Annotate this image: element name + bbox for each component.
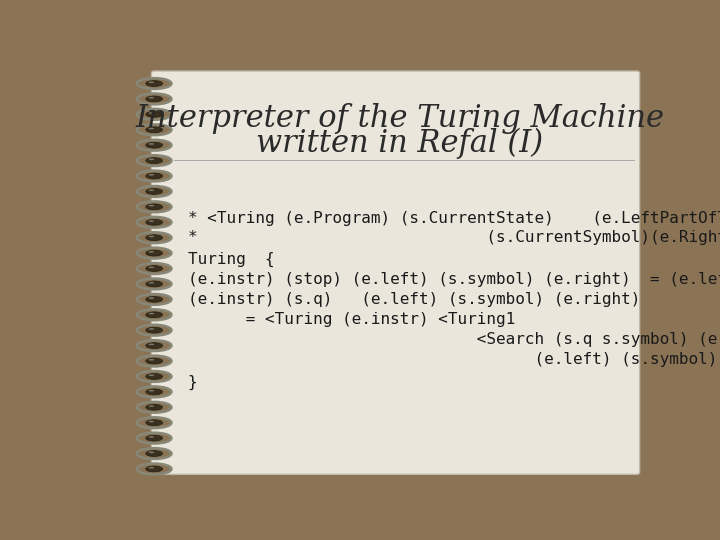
Text: <Search (s.q s.symbol) (e.instr)>: <Search (s.q s.symbol) (e.instr)> <box>188 332 720 347</box>
Ellipse shape <box>148 421 154 422</box>
Ellipse shape <box>148 143 154 145</box>
Ellipse shape <box>145 111 163 117</box>
Ellipse shape <box>137 371 171 382</box>
Ellipse shape <box>145 96 163 102</box>
Ellipse shape <box>148 390 154 392</box>
Ellipse shape <box>145 250 163 256</box>
Ellipse shape <box>137 201 171 212</box>
Ellipse shape <box>137 279 171 289</box>
Ellipse shape <box>145 435 163 441</box>
Ellipse shape <box>145 312 163 318</box>
Ellipse shape <box>137 232 171 243</box>
Text: written in Refal (I): written in Refal (I) <box>256 128 544 159</box>
Ellipse shape <box>137 356 171 367</box>
Ellipse shape <box>148 82 154 83</box>
Ellipse shape <box>137 155 171 166</box>
Ellipse shape <box>137 294 171 305</box>
Ellipse shape <box>145 466 163 472</box>
Ellipse shape <box>137 309 171 320</box>
Ellipse shape <box>145 358 163 364</box>
Text: = <Turing (e.instr) <Turing1: = <Turing (e.instr) <Turing1 <box>188 312 515 327</box>
Text: * <Turing (e.Program) (s.CurrentState)    (e.LeftPartOfTape): * <Turing (e.Program) (s.CurrentState) (… <box>188 211 720 226</box>
Ellipse shape <box>145 142 163 148</box>
Ellipse shape <box>137 248 171 259</box>
Ellipse shape <box>145 420 163 426</box>
Text: Interpreter of the Turing Machine: Interpreter of the Turing Machine <box>135 103 664 134</box>
Ellipse shape <box>145 204 163 210</box>
Ellipse shape <box>145 404 163 410</box>
Ellipse shape <box>137 387 171 397</box>
Ellipse shape <box>145 296 163 302</box>
Ellipse shape <box>145 235 163 241</box>
Ellipse shape <box>137 78 171 89</box>
Ellipse shape <box>148 97 154 98</box>
Ellipse shape <box>148 436 154 438</box>
Ellipse shape <box>148 374 154 376</box>
Ellipse shape <box>148 205 154 206</box>
Ellipse shape <box>148 159 154 160</box>
FancyBboxPatch shape <box>151 71 639 474</box>
Ellipse shape <box>148 405 154 407</box>
Ellipse shape <box>137 463 171 474</box>
Text: (e.instr) (s.q)   (e.left) (s.symbol) (e.right): (e.instr) (s.q) (e.left) (s.symbol) (e.r… <box>188 292 640 307</box>
Ellipse shape <box>137 263 171 274</box>
Ellipse shape <box>137 93 171 104</box>
Ellipse shape <box>145 281 163 287</box>
Ellipse shape <box>145 188 163 194</box>
Ellipse shape <box>137 402 171 413</box>
Text: *                              (s.CurrentSymbol)(e.RightPartOfTape)>: * (s.CurrentSymbol)(e.RightPartOfTape)> <box>188 230 720 245</box>
Ellipse shape <box>145 327 163 333</box>
Ellipse shape <box>148 251 154 253</box>
Ellipse shape <box>137 325 171 335</box>
Ellipse shape <box>148 174 154 176</box>
Ellipse shape <box>137 124 171 135</box>
Ellipse shape <box>148 328 154 330</box>
Ellipse shape <box>137 448 171 459</box>
Ellipse shape <box>145 343 163 348</box>
Ellipse shape <box>137 433 171 443</box>
Ellipse shape <box>148 220 154 222</box>
Text: }: } <box>188 375 197 390</box>
Ellipse shape <box>148 298 154 299</box>
Ellipse shape <box>137 140 171 151</box>
Ellipse shape <box>137 340 171 351</box>
Text: (e.instr) (stop) (e.left) (s.symbol) (e.right)  = (e.left) (s.symbol) (e.right);: (e.instr) (stop) (e.left) (s.symbol) (e.… <box>188 272 720 287</box>
Ellipse shape <box>145 173 163 179</box>
Ellipse shape <box>148 266 154 268</box>
Ellipse shape <box>145 389 163 395</box>
Ellipse shape <box>145 158 163 164</box>
Ellipse shape <box>137 171 171 181</box>
Ellipse shape <box>148 112 154 114</box>
Ellipse shape <box>137 217 171 228</box>
Ellipse shape <box>148 127 154 130</box>
Ellipse shape <box>148 467 154 469</box>
Ellipse shape <box>148 190 154 191</box>
Ellipse shape <box>137 417 171 428</box>
Ellipse shape <box>145 374 163 380</box>
Ellipse shape <box>148 451 154 453</box>
Ellipse shape <box>137 109 171 120</box>
Text: (e.left) (s.symbol) (e.right)>  >;: (e.left) (s.symbol) (e.right)> >; <box>188 352 720 367</box>
Ellipse shape <box>145 80 163 86</box>
Ellipse shape <box>148 282 154 284</box>
Ellipse shape <box>145 266 163 272</box>
Ellipse shape <box>145 127 163 133</box>
Ellipse shape <box>148 359 154 361</box>
Ellipse shape <box>148 313 154 314</box>
Ellipse shape <box>145 219 163 225</box>
Ellipse shape <box>137 186 171 197</box>
Ellipse shape <box>145 450 163 456</box>
Ellipse shape <box>148 343 154 345</box>
Text: Turing  {: Turing { <box>188 252 274 267</box>
Ellipse shape <box>148 235 154 237</box>
